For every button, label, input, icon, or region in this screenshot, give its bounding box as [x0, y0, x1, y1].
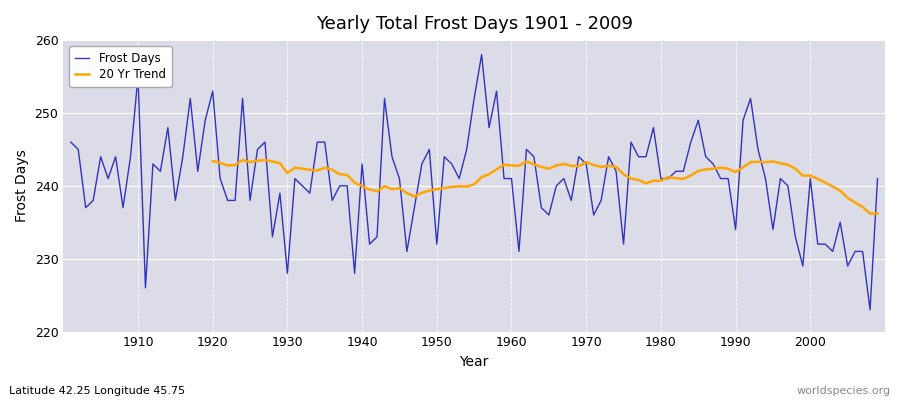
Legend: Frost Days, 20 Yr Trend: Frost Days, 20 Yr Trend	[69, 46, 172, 87]
20 Yr Trend	[865, 211, 876, 216]
Y-axis label: Frost Days: Frost Days	[15, 150, 29, 222]
Frost Days	[603, 154, 614, 159]
20 Yr Trend	[872, 211, 883, 216]
Frost Days	[125, 154, 136, 159]
Frost Days	[865, 307, 876, 312]
Frost Days	[514, 249, 525, 254]
Line: 20 Yr Trend: 20 Yr Trend	[212, 160, 878, 214]
Text: worldspecies.org: worldspecies.org	[796, 386, 891, 396]
X-axis label: Year: Year	[460, 355, 489, 369]
Frost Days	[476, 52, 487, 57]
Title: Yearly Total Frost Days 1901 - 2009: Yearly Total Frost Days 1901 - 2009	[316, 15, 633, 33]
20 Yr Trend	[207, 159, 218, 164]
20 Yr Trend	[238, 158, 248, 162]
Frost Days	[66, 140, 77, 144]
20 Yr Trend	[850, 200, 860, 205]
Frost Days	[334, 184, 345, 188]
Line: Frost Days: Frost Days	[71, 55, 878, 310]
Frost Days	[290, 176, 301, 181]
Text: Latitude 42.25 Longitude 45.75: Latitude 42.25 Longitude 45.75	[9, 386, 185, 396]
Frost Days	[506, 176, 517, 181]
Frost Days	[872, 176, 883, 181]
20 Yr Trend	[768, 159, 778, 164]
20 Yr Trend	[678, 176, 688, 181]
20 Yr Trend	[304, 168, 315, 172]
20 Yr Trend	[417, 190, 428, 195]
20 Yr Trend	[782, 162, 793, 167]
